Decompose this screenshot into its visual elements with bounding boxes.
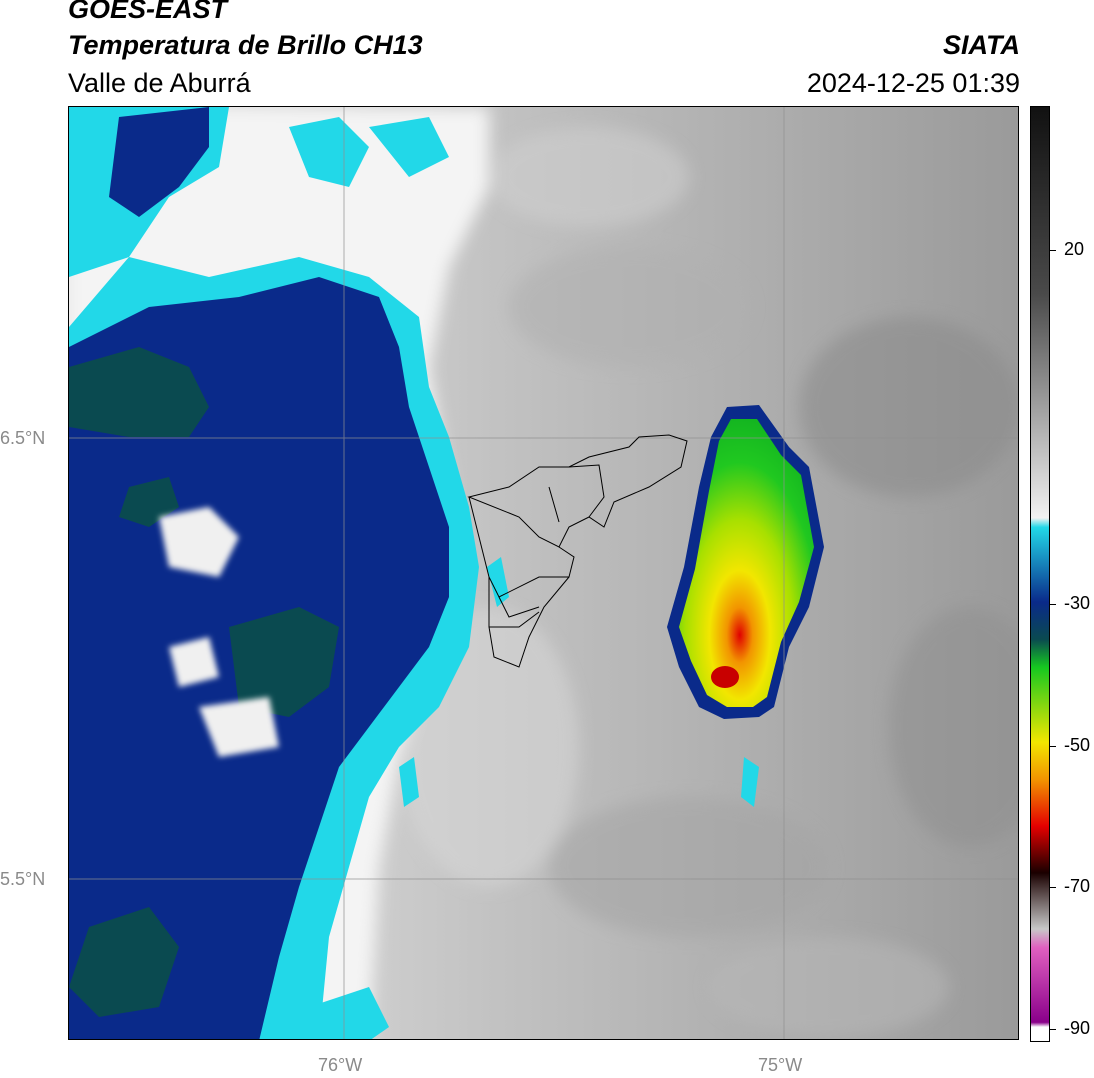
colorbar — [1030, 106, 1050, 1042]
cbar-tick-minus50 — [1050, 746, 1056, 747]
datetime-label: 2024-12-25 01:39 — [806, 68, 1020, 98]
product-title: Temperatura de Brillo CH13 — [68, 30, 423, 60]
convective-storm — [667, 405, 824, 719]
brand-label: SIATA — [943, 30, 1020, 60]
cbar-tick-minus90 — [1050, 1029, 1056, 1030]
cbar-label-minus30: -30 — [1064, 593, 1091, 613]
cbar-label-20: 20 — [1064, 239, 1085, 259]
lat-label-5-5n: 5.5°N — [0, 869, 46, 889]
cbar-tick-20 — [1050, 250, 1056, 251]
cbar-label-minus50: -50 — [1064, 735, 1091, 755]
graticule — [69, 107, 1018, 1039]
cbar-label-minus90: -90 — [1064, 1018, 1091, 1038]
region-subtitle: Valle de Aburrá — [68, 68, 251, 98]
cold-cloud-teal — [69, 347, 339, 1017]
boundary-central — [468, 496, 575, 598]
satellite-map[interactable] — [68, 106, 1019, 1040]
boundary-south — [488, 576, 570, 668]
cold-cloud-navy-top — [109, 107, 209, 217]
boundary-east — [548, 464, 605, 523]
cloud-gaps — [159, 507, 279, 757]
colorbar-gradient — [1031, 107, 1049, 1041]
cbar-label-minus70: -70 — [1064, 876, 1091, 896]
satellite-title: GOES-EAST — [68, 0, 228, 24]
cbar-tick-minus70 — [1050, 887, 1056, 888]
municipal-boundaries — [467, 434, 688, 668]
lon-label-75w: 75°W — [758, 1055, 803, 1075]
lat-label-6-5n: 6.5°N — [0, 428, 46, 448]
cbar-tick-minus30 — [1050, 604, 1056, 605]
lon-label-76w: 76°W — [318, 1055, 363, 1075]
